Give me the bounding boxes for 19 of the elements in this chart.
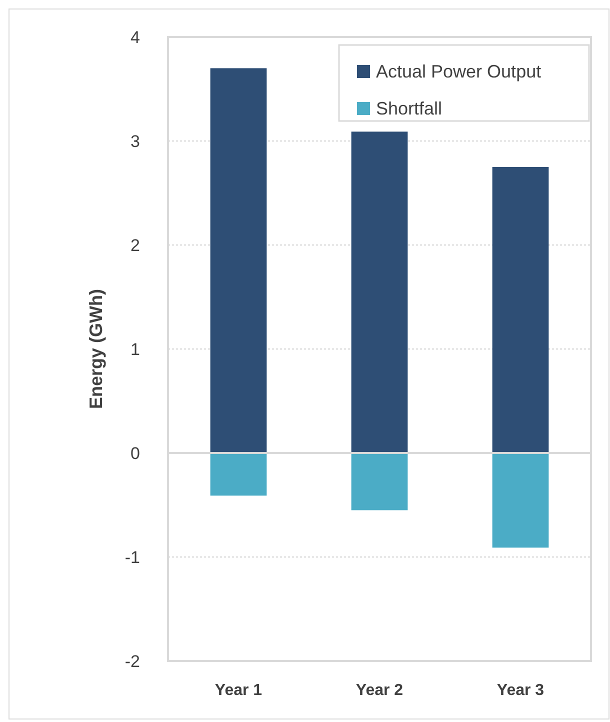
y-tick-label: 1 — [130, 340, 140, 359]
bar — [492, 453, 549, 548]
bar — [210, 453, 267, 496]
legend-label: Actual Power Output — [376, 61, 542, 82]
bar — [210, 68, 267, 453]
bar — [351, 132, 408, 453]
bar — [351, 453, 408, 510]
x-tick-label: Year 3 — [496, 682, 544, 699]
y-tick-label: 0 — [130, 444, 140, 463]
y-tick-label: 2 — [130, 236, 140, 255]
y-tick-label: 4 — [130, 28, 140, 47]
y-tick-label: -2 — [124, 652, 140, 671]
x-tick-label: Year 2 — [356, 682, 404, 699]
y-tick-label: 3 — [130, 132, 140, 151]
y-tick-label: -1 — [124, 548, 140, 567]
legend-label: Shortfall — [376, 98, 442, 118]
x-tick-label: Year 1 — [214, 682, 262, 699]
y-axis-title: Energy (GWh) — [86, 288, 106, 409]
bar — [492, 167, 549, 453]
